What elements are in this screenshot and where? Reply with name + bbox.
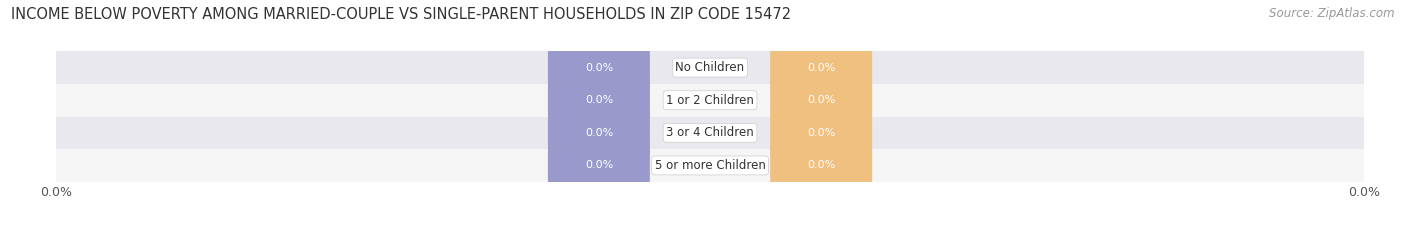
Text: 1 or 2 Children: 1 or 2 Children — [666, 94, 754, 107]
Text: 0.0%: 0.0% — [807, 95, 835, 105]
FancyBboxPatch shape — [770, 130, 872, 201]
FancyBboxPatch shape — [548, 130, 650, 201]
Text: 5 or more Children: 5 or more Children — [655, 159, 765, 172]
Bar — [56, 116, 1364, 149]
Text: 0.0%: 0.0% — [585, 63, 613, 72]
Text: 0.0%: 0.0% — [807, 128, 835, 138]
Bar — [56, 51, 1364, 84]
Bar — [56, 149, 1364, 182]
FancyBboxPatch shape — [770, 64, 872, 136]
FancyBboxPatch shape — [770, 97, 872, 169]
Text: 0.0%: 0.0% — [585, 161, 613, 170]
Text: No Children: No Children — [675, 61, 745, 74]
Text: 0.0%: 0.0% — [807, 63, 835, 72]
FancyBboxPatch shape — [770, 32, 872, 103]
FancyBboxPatch shape — [548, 64, 650, 136]
Text: 0.0%: 0.0% — [585, 128, 613, 138]
Text: Source: ZipAtlas.com: Source: ZipAtlas.com — [1270, 7, 1395, 20]
Text: 0.0%: 0.0% — [585, 95, 613, 105]
FancyBboxPatch shape — [548, 32, 650, 103]
Text: INCOME BELOW POVERTY AMONG MARRIED-COUPLE VS SINGLE-PARENT HOUSEHOLDS IN ZIP COD: INCOME BELOW POVERTY AMONG MARRIED-COUPL… — [11, 7, 792, 22]
Text: 3 or 4 Children: 3 or 4 Children — [666, 126, 754, 139]
FancyBboxPatch shape — [548, 97, 650, 169]
Bar — [56, 84, 1364, 116]
Text: 0.0%: 0.0% — [807, 161, 835, 170]
